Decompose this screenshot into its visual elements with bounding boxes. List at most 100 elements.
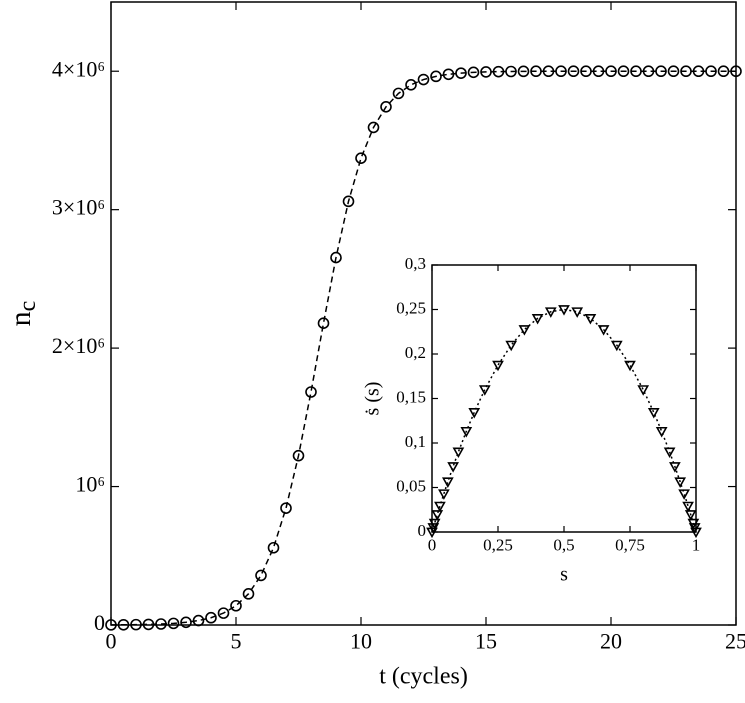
data-point bbox=[441, 477, 454, 488]
x-axis-label: t (cycles) bbox=[379, 663, 468, 689]
data-point bbox=[642, 65, 655, 78]
x-tick-label: 25 bbox=[725, 629, 745, 654]
y-tick-label: 0 bbox=[94, 610, 105, 635]
y-tick-label: 0,3 bbox=[405, 254, 426, 273]
data-point bbox=[505, 65, 517, 78]
data-point bbox=[342, 195, 355, 208]
data-point bbox=[180, 616, 192, 629]
data-point bbox=[584, 314, 597, 325]
data-point bbox=[605, 65, 617, 78]
y-tick-label: 3×10⁶ bbox=[52, 195, 105, 220]
x-tick-label: 1 bbox=[692, 535, 701, 554]
y-tick-label: 0,1 bbox=[405, 432, 426, 451]
data-point bbox=[580, 65, 592, 78]
data-point bbox=[682, 501, 694, 513]
data-point bbox=[492, 360, 504, 372]
data-point bbox=[617, 65, 630, 78]
data-point bbox=[167, 617, 180, 630]
data-point bbox=[531, 314, 544, 325]
data-point bbox=[678, 489, 690, 500]
data-point bbox=[655, 65, 667, 78]
x-tick-label: 0,75 bbox=[615, 535, 645, 554]
plot-frame bbox=[110, 1, 737, 626]
data-point bbox=[155, 618, 167, 630]
data-point bbox=[555, 65, 567, 78]
data-point bbox=[692, 65, 705, 78]
data-point bbox=[467, 66, 480, 79]
data-point bbox=[544, 307, 557, 318]
data-point bbox=[255, 569, 267, 582]
data-point bbox=[478, 385, 491, 396]
data-point bbox=[205, 611, 217, 624]
data-point bbox=[392, 87, 405, 100]
data-point bbox=[431, 510, 444, 521]
y-axis-label: nc bbox=[4, 301, 41, 327]
data-point bbox=[597, 325, 610, 336]
x-tick-label: 20 bbox=[600, 629, 622, 654]
data-point bbox=[230, 599, 242, 612]
data-point bbox=[655, 426, 668, 438]
x-tick-label: 0 bbox=[428, 535, 437, 554]
data-point bbox=[480, 66, 492, 78]
data-point bbox=[717, 65, 730, 78]
data-point bbox=[468, 407, 481, 419]
data-point bbox=[405, 78, 417, 91]
y-axis-label: ṡ (s) bbox=[362, 382, 384, 416]
data-point bbox=[542, 65, 555, 78]
x-tick-label: 15 bbox=[475, 629, 497, 654]
series-line bbox=[431, 308, 697, 533]
data-point bbox=[292, 449, 305, 462]
data-point bbox=[517, 65, 530, 78]
x-axis-label: s bbox=[560, 564, 568, 586]
data-point bbox=[305, 386, 317, 398]
data-point bbox=[647, 407, 660, 419]
data-point bbox=[567, 65, 580, 78]
y-tick-label: 0,25 bbox=[396, 298, 426, 317]
plot-frame bbox=[431, 264, 697, 533]
data-point bbox=[624, 360, 636, 372]
data-point bbox=[434, 501, 446, 513]
data-point bbox=[417, 73, 430, 86]
y-tick-label: 0 bbox=[418, 521, 427, 540]
data-point bbox=[571, 307, 584, 318]
data-point bbox=[663, 447, 676, 459]
data-point bbox=[680, 65, 692, 78]
data-point bbox=[518, 325, 531, 336]
data-point bbox=[460, 426, 473, 438]
data-point bbox=[438, 489, 450, 500]
data-point bbox=[280, 502, 292, 514]
data-point bbox=[452, 447, 465, 459]
data-point bbox=[684, 510, 697, 521]
data-point bbox=[630, 65, 642, 78]
data-point bbox=[592, 65, 605, 78]
data-point bbox=[705, 65, 717, 78]
data-point bbox=[217, 607, 230, 619]
data-point bbox=[442, 68, 455, 81]
data-point bbox=[674, 477, 687, 488]
y-tick-label: 0,2 bbox=[405, 343, 426, 362]
data-point bbox=[492, 65, 505, 78]
data-point bbox=[637, 385, 650, 396]
y-axis-label-subscript: c bbox=[15, 301, 41, 312]
data-point bbox=[558, 305, 570, 316]
y-tick-label: 0,15 bbox=[396, 387, 426, 406]
data-point bbox=[669, 462, 681, 473]
y-tick-label: 4×10⁶ bbox=[52, 56, 105, 81]
x-tick-label: 10 bbox=[350, 629, 372, 654]
inset-background bbox=[432, 265, 696, 532]
x-tick-label: 5 bbox=[231, 629, 242, 654]
data-point bbox=[380, 101, 392, 113]
y-tick-label: 0,05 bbox=[396, 476, 426, 495]
data-point bbox=[667, 65, 680, 78]
data-point bbox=[317, 317, 330, 329]
x-tick-label: 0,25 bbox=[483, 535, 513, 554]
x-tick-label: 0 bbox=[106, 629, 117, 654]
data-point bbox=[267, 541, 280, 554]
y-tick-label: 2×10⁶ bbox=[52, 333, 105, 358]
x-tick-label: 0,5 bbox=[553, 535, 574, 554]
data-point bbox=[610, 340, 623, 352]
data-point bbox=[330, 251, 342, 264]
data-point bbox=[455, 67, 467, 79]
y-axis-label-base: n bbox=[4, 311, 37, 326]
data-point bbox=[242, 588, 255, 600]
